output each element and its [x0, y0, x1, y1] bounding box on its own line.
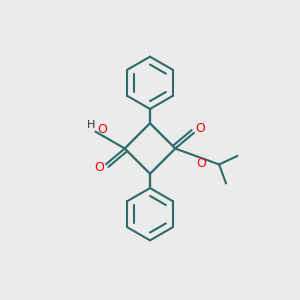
Text: O: O — [196, 157, 206, 170]
Text: H: H — [86, 120, 95, 130]
Text: O: O — [196, 122, 206, 135]
Text: O: O — [98, 123, 107, 136]
Text: O: O — [94, 161, 104, 174]
